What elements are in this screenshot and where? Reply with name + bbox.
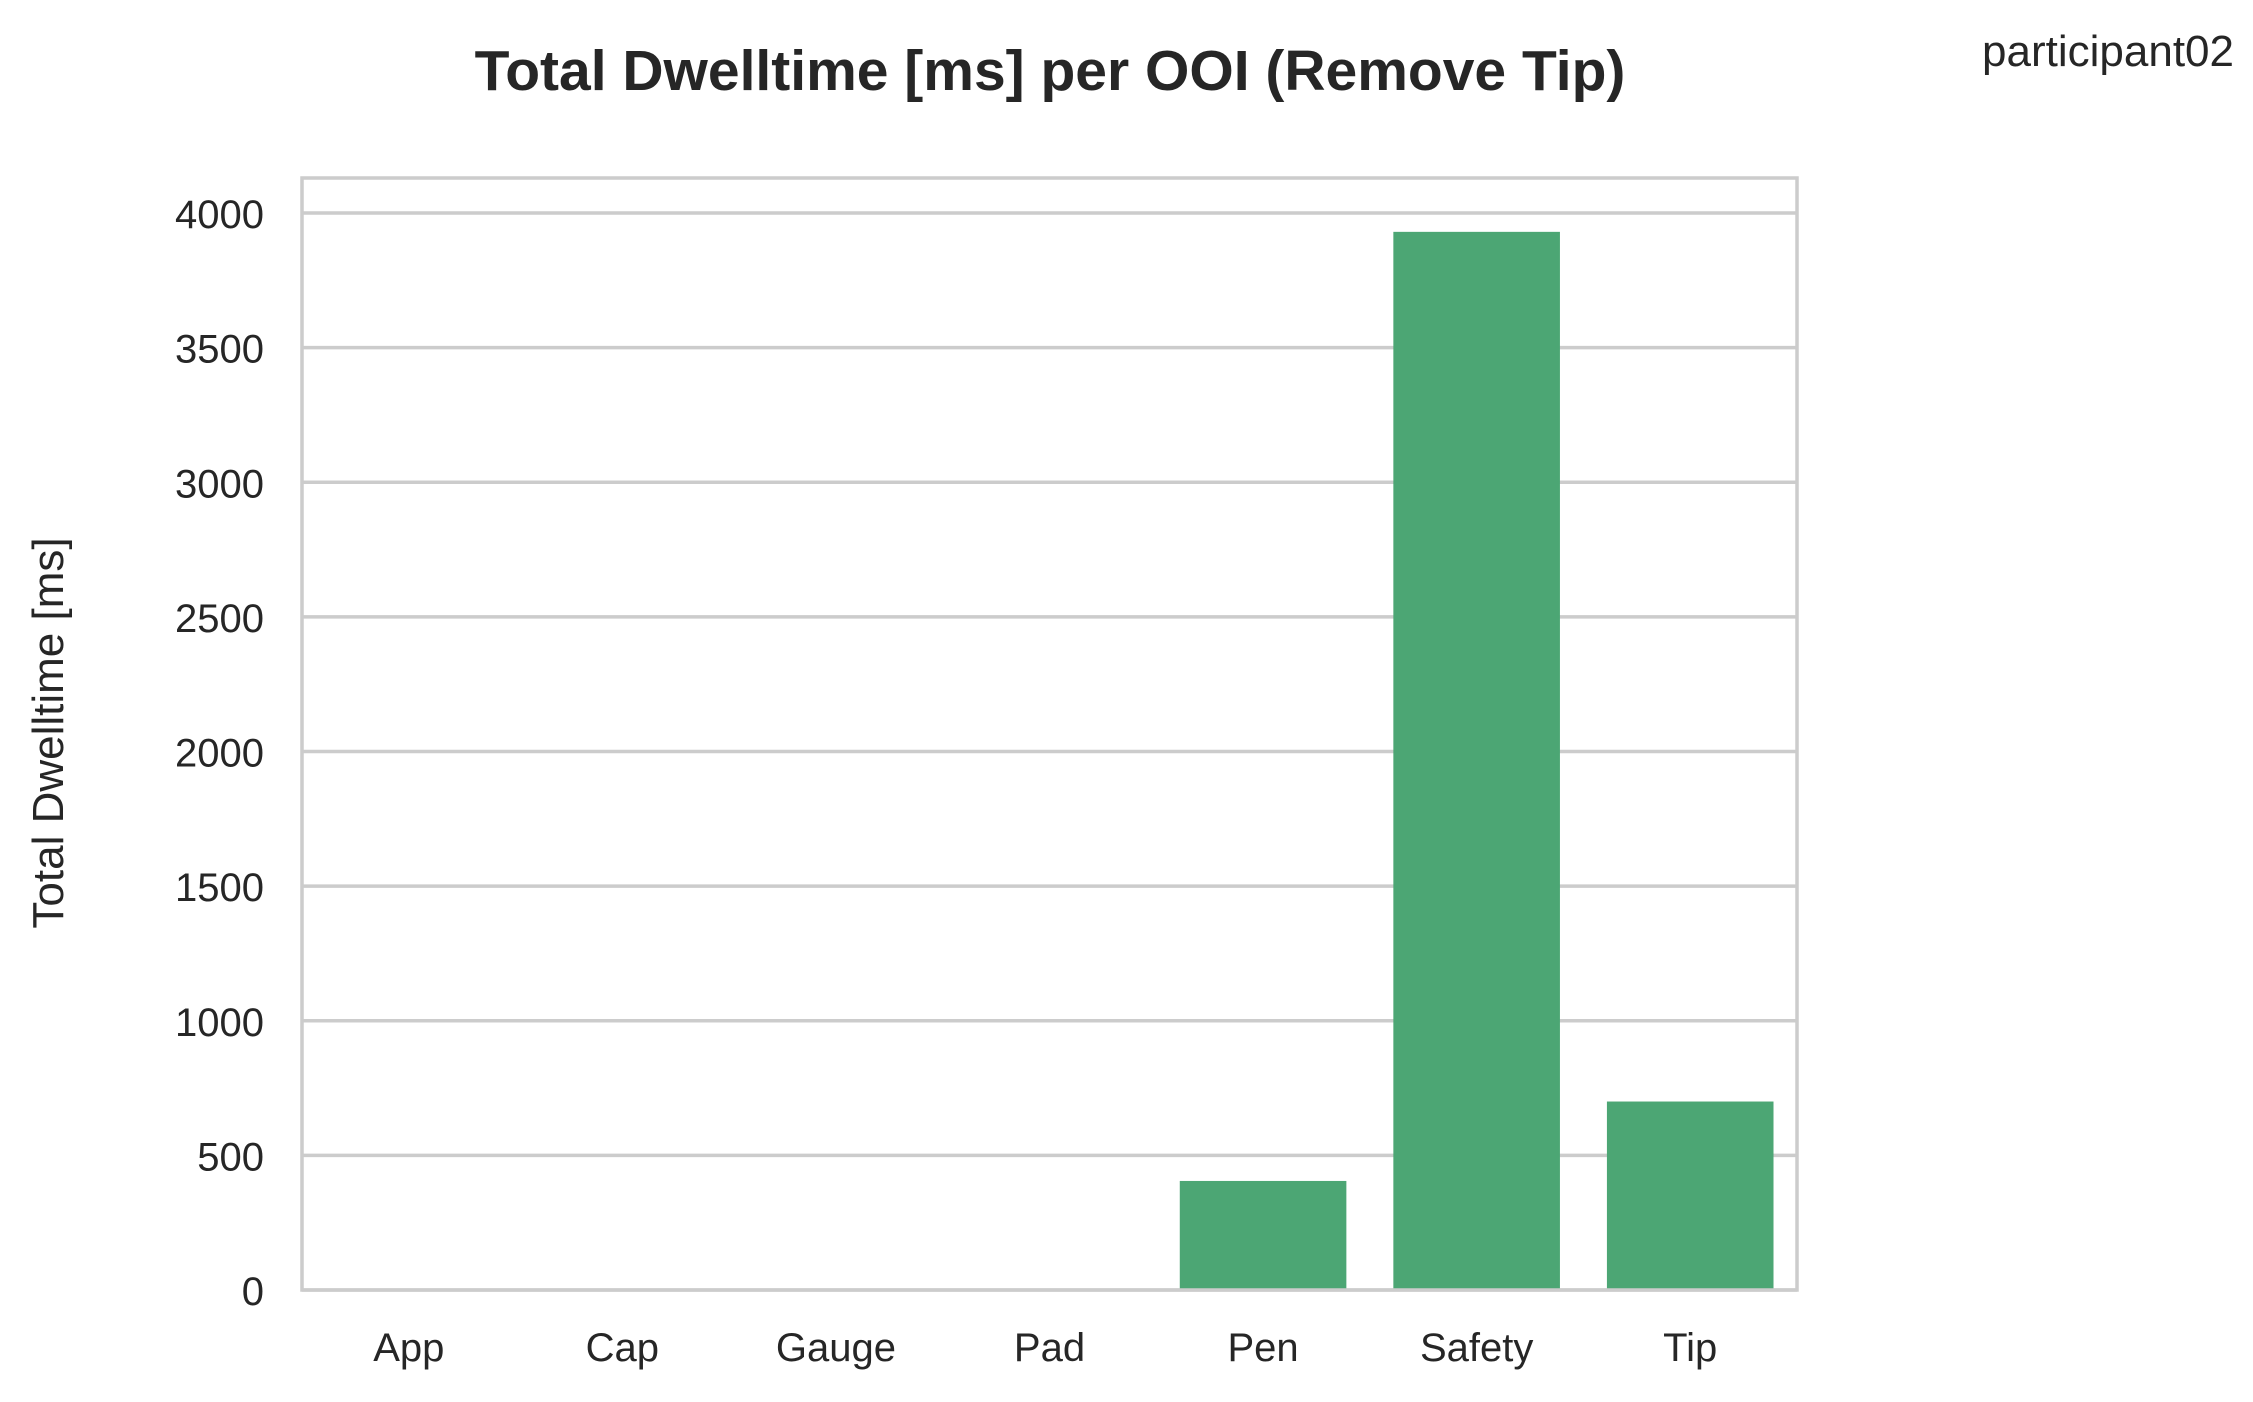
y-tick-label-1500: 1500 [175, 866, 264, 910]
x-tick-label-pen: Pen [1227, 1326, 1298, 1370]
y-tick-label-2500: 2500 [175, 597, 264, 641]
participant-label: participant02 [1982, 27, 2234, 76]
x-tick-label-app: App [373, 1326, 444, 1370]
y-tick-labels: 0 500 1000 1500 2000 2500 3000 3500 4000 [175, 193, 264, 1314]
y-tick-label-500: 500 [197, 1135, 264, 1179]
plot-frame [300, 176, 1799, 1292]
y-tick-label-1000: 1000 [175, 1001, 264, 1045]
x-tick-labels: App Cap Gauge Pad Pen Safety Tip [373, 1326, 1717, 1370]
y-tick-label-3000: 3000 [175, 462, 264, 506]
gridlines [302, 211, 1797, 1292]
bars [1179, 231, 1774, 1291]
x-tick-label-tip: Tip [1663, 1326, 1717, 1370]
x-tick-label-gauge: Gauge [776, 1326, 896, 1370]
x-tick-label-pad: Pad [1014, 1326, 1085, 1370]
y-tick-label-2000: 2000 [175, 732, 264, 776]
y-axis-label: Total Dwelltime [ms] [24, 537, 73, 928]
chart-title: Total Dwelltime [ms] per OOI (Remove Tip… [475, 39, 1626, 103]
y-tick-label-0: 0 [242, 1270, 264, 1314]
bar-pen [1179, 1180, 1347, 1290]
bar-safety [1393, 231, 1560, 1291]
x-tick-label-cap: Cap [586, 1326, 659, 1370]
x-tick-label-safety: Safety [1420, 1326, 1533, 1370]
y-tick-label-4000: 4000 [175, 193, 264, 237]
bar-tip [1606, 1101, 1774, 1290]
y-tick-label-3500: 3500 [175, 328, 264, 372]
